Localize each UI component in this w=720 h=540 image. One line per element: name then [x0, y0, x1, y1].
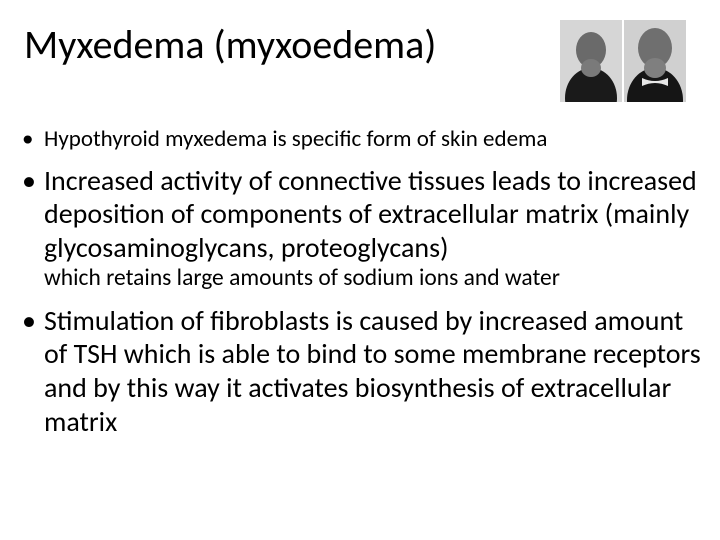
bullet-text: Stimulation of fibroblasts is caused by … [44, 303, 701, 439]
bullet-text: Increased activity of connective tissues… [44, 163, 697, 265]
slide-title: Myxedema (myxoedema) [18, 20, 436, 69]
title-row: Myxedema (myxoedema) [18, 20, 702, 102]
bullet-item-3: Stimulation of fibroblasts is caused by … [18, 304, 702, 438]
bullet-item-2-subtext: which retains large amounts of sodium io… [18, 264, 702, 293]
portrait-photo-left [560, 20, 622, 102]
bullet-item-2: Increased activity of connective tissues… [18, 164, 702, 265]
photo-pair [560, 20, 702, 102]
bullet-list: Hypothyroid myxedema is specific form of… [18, 126, 702, 438]
bullet-subtext: which retains large amounts of sodium io… [44, 264, 560, 292]
portrait-photo-right [624, 20, 686, 102]
bullet-text: Hypothyroid myxedema is specific form of… [44, 125, 547, 153]
bullet-item-1: Hypothyroid myxedema is specific form of… [18, 126, 702, 154]
